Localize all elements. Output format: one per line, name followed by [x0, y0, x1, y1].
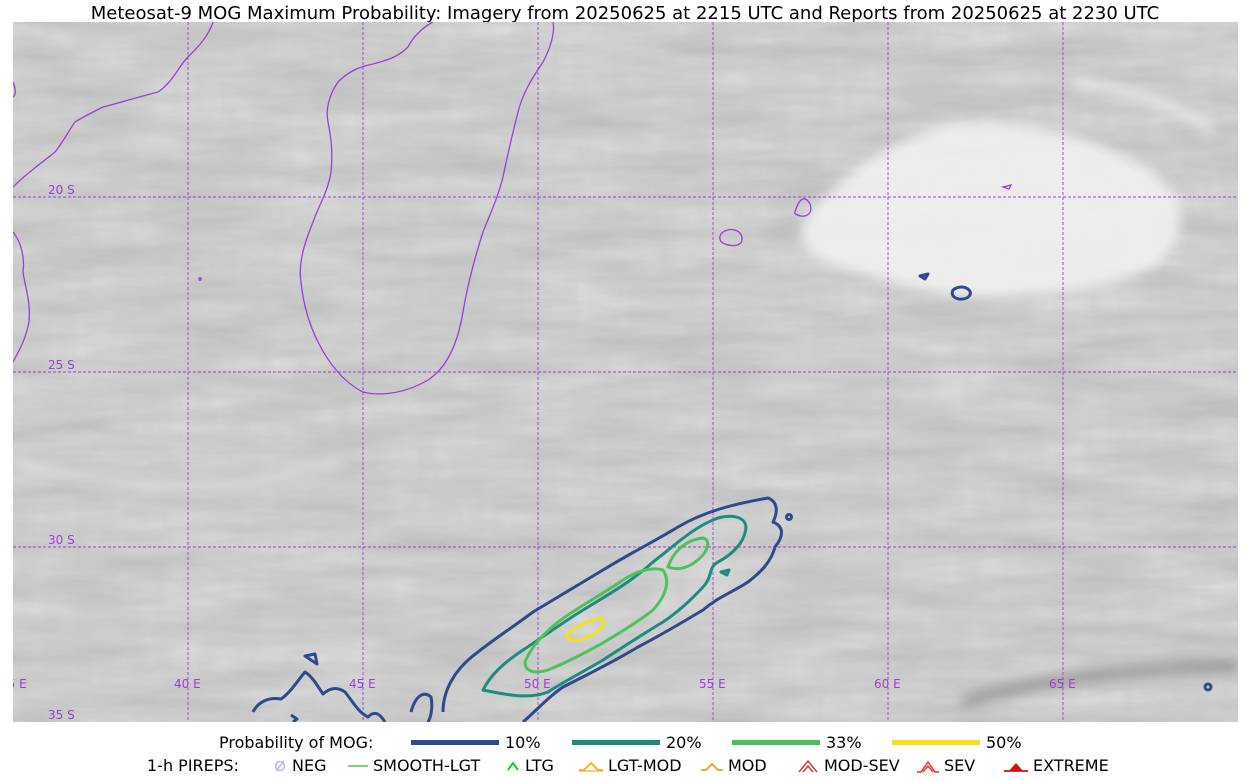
pirep-legend-title: 1-h PIREPS:: [147, 756, 239, 775]
pirep-label-sev: SEV: [944, 756, 976, 775]
pirep-item-mod: MOD: [700, 756, 767, 775]
mozambique-coast: [13, 231, 31, 363]
pirep-item-ltg: LTG: [505, 756, 554, 775]
smooth-lgt-icon: [347, 759, 369, 773]
swatch-10pct: [411, 740, 499, 745]
mod-sev-icon: [796, 759, 820, 773]
lon-label-50e: 50 E: [524, 677, 551, 691]
legend-label-20pct: 20%: [666, 733, 702, 752]
pirep-item-smooth-lgt: SMOOTH-LGT: [347, 756, 480, 775]
pirep-item-lgt-mod: LGT-MOD: [578, 756, 682, 775]
lon-label-65e: 65 E: [1049, 677, 1076, 691]
mod-icon: [700, 759, 724, 773]
pirep-label-ltg: LTG: [525, 756, 554, 775]
pirep-item-neg: NEG: [272, 756, 326, 775]
legend-item-10pct: 10%: [411, 733, 541, 752]
legend-item-20pct: 20%: [572, 733, 702, 752]
mauritius-island: [794, 198, 812, 217]
swatch-33pct: [732, 740, 820, 745]
legend-label-10pct: 10%: [505, 733, 541, 752]
lon-label-45e: 45 E: [349, 677, 376, 691]
coastlines: [13, 22, 555, 395]
swatch-50pct: [892, 740, 980, 745]
swatch-20pct: [572, 740, 660, 745]
cloud-mass: [13, 78, 1238, 707]
pirep-item-extreme: EXTREME: [1003, 756, 1109, 775]
lgt-mod-icon: [578, 759, 604, 773]
probability-legend-title: Probability of MOG:: [219, 733, 374, 752]
graticule: [13, 22, 1238, 722]
contour-50pct: [564, 616, 605, 642]
sev-icon: [916, 759, 940, 773]
islands: [198, 184, 1013, 281]
extreme-icon: [1003, 759, 1029, 773]
chart-title: Meteosat-9 MOG Maximum Probability: Imag…: [90, 3, 1160, 24]
ltg-icon: [505, 759, 521, 773]
legend-label-33pct: 33%: [826, 733, 862, 752]
pirep-label-mod-sev: MOD-SEV: [824, 756, 900, 775]
neg-icon: [272, 759, 288, 773]
probability-legend: 10% 20% 33% 50%: [0, 733, 1250, 755]
pirep-label-smooth-lgt: SMOOTH-LGT: [373, 756, 481, 775]
pirep-legend: 1-h PIREPS: NEG SMOOTH-LGT LTG LGT-MOD M…: [0, 756, 1250, 778]
pirep-item-sev: SEV: [916, 756, 975, 775]
lat-label-35s: 35 S: [48, 708, 75, 722]
contour-10pct-cloud: [950, 285, 972, 301]
contour-33pct: [523, 536, 710, 674]
satellite-map: 20 S 25 S 30 S 35 S 35 E 40 E 45 E 50 E …: [13, 22, 1238, 722]
legend-item-33pct: 33%: [732, 733, 862, 752]
contour-20pct: [481, 514, 748, 698]
lon-label-55e: 55 E: [699, 677, 726, 691]
pirep-label-extreme: EXTREME: [1033, 756, 1109, 775]
madagascar-coast: [299, 22, 555, 395]
legend-label-50pct: 50%: [986, 733, 1022, 752]
pirep-label-lgt-mod: LGT-MOD: [608, 756, 682, 775]
lat-label-20s: 20 S: [48, 183, 75, 197]
reunion-island: [719, 228, 743, 247]
pirep-item-mod-sev: MOD-SEV: [796, 756, 900, 775]
pirep-label-neg: NEG: [292, 756, 327, 775]
lon-label-60e: 60 E: [874, 677, 901, 691]
lat-label-25s: 25 S: [48, 358, 75, 372]
pirep-label-mod: MOD: [728, 756, 767, 775]
lon-label-35e: 35 E: [13, 677, 27, 691]
lat-label-30s: 30 S: [48, 533, 75, 547]
lon-label-40e: 40 E: [174, 677, 201, 691]
legend-item-50pct: 50%: [892, 733, 1022, 752]
africa-coast: [13, 22, 214, 188]
contour-10pct: [251, 272, 1213, 722]
